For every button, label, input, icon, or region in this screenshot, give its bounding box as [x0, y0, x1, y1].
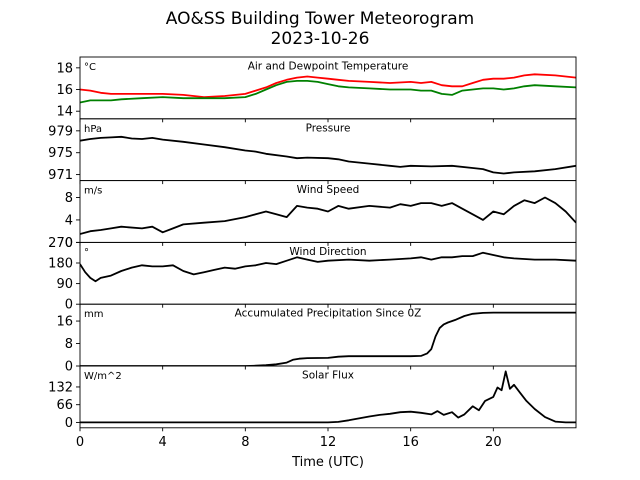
- series-line-temp-0: [80, 73, 576, 98]
- unit-label-temp: °C: [84, 62, 96, 73]
- y-tick-label-wdir: 270: [48, 236, 73, 251]
- panel-title-precip: Accumulated Precipitation Since 0Z: [235, 308, 422, 320]
- x-tick-label: 8: [241, 435, 249, 450]
- series-line-solar-0: [80, 370, 576, 424]
- x-tick-label: 4: [159, 435, 167, 450]
- panel-temp: 14 16 18 °C Air and Dewpoint Temperature: [56, 56, 577, 123]
- x-axis-label: Time (UTC): [291, 455, 364, 470]
- y-tick-label-wdir: 90: [56, 277, 73, 292]
- y-tick-label-precip: 0: [65, 360, 73, 375]
- x-tick-label: 12: [320, 435, 337, 450]
- y-tick-label-pressure: 979: [48, 124, 73, 139]
- panel-wspd: 0 4 8 m/s Wind Speed: [65, 180, 577, 251]
- y-tick-label-solar: 132: [48, 380, 73, 395]
- panel-title-solar: Solar Flux: [302, 370, 354, 382]
- y-tick-label-solar: 0: [65, 416, 73, 431]
- panel-title-pressure: Pressure: [306, 122, 351, 134]
- unit-label-precip: mm: [84, 309, 103, 320]
- chart-title: AO&SS Building Tower Meteorogram: [166, 9, 474, 29]
- y-tick-label-temp: 18: [56, 61, 73, 76]
- y-tick-label-temp: 16: [56, 83, 73, 98]
- panel-precip: 0 8 16 mm Accumulated Precipitation Since 0Z: [56, 303, 577, 375]
- panel-wdir: 0 90 180 270 ° Wind Direction: [48, 236, 577, 313]
- panel-solar: 0 66 132 W/m^2 Solar Flux: [48, 365, 577, 432]
- y-tick-label-precip: 8: [65, 337, 73, 352]
- series-line-wdir-0: [80, 251, 576, 283]
- y-tick-label-temp: 14: [56, 105, 73, 120]
- x-tick-label: 20: [485, 435, 502, 450]
- series-line-pressure-0: [80, 135, 576, 175]
- x-axis: 0 4 8 12 16 20: [76, 435, 502, 450]
- panel-title-temp: Air and Dewpoint Temperature: [248, 61, 409, 73]
- y-tick-label-solar: 66: [56, 398, 73, 413]
- chart-subtitle-date: 2023-10-26: [271, 29, 370, 49]
- y-tick-label-wdir: 180: [48, 257, 73, 272]
- y-tick-label-pressure: 971: [48, 168, 73, 183]
- unit-label-solar: W/m^2: [84, 371, 122, 382]
- x-tick-label: 0: [76, 435, 84, 450]
- y-tick-label-pressure: 975: [48, 146, 73, 161]
- series-line-wspd-0: [80, 196, 576, 235]
- panel-pressure: 971 975 979 hPa Pressure: [48, 118, 577, 185]
- y-tick-label-wspd: 4: [65, 213, 73, 228]
- y-tick-label-wspd: 8: [65, 191, 73, 206]
- y-tick-label-wdir: 0: [65, 298, 73, 313]
- panel-title-wdir: Wind Direction: [289, 246, 366, 258]
- y-tick-label-precip: 16: [56, 315, 73, 330]
- series-line-temp-1: [80, 80, 576, 104]
- unit-label-pressure: hPa: [84, 124, 102, 135]
- unit-label-wspd: m/s: [84, 186, 102, 197]
- unit-label-wdir: °: [84, 247, 89, 258]
- panel-title-wspd: Wind Speed: [297, 184, 360, 196]
- y-tick-label-wspd: 0: [65, 236, 73, 251]
- x-tick-label: 16: [402, 435, 419, 450]
- series-line-precip-0: [80, 311, 576, 367]
